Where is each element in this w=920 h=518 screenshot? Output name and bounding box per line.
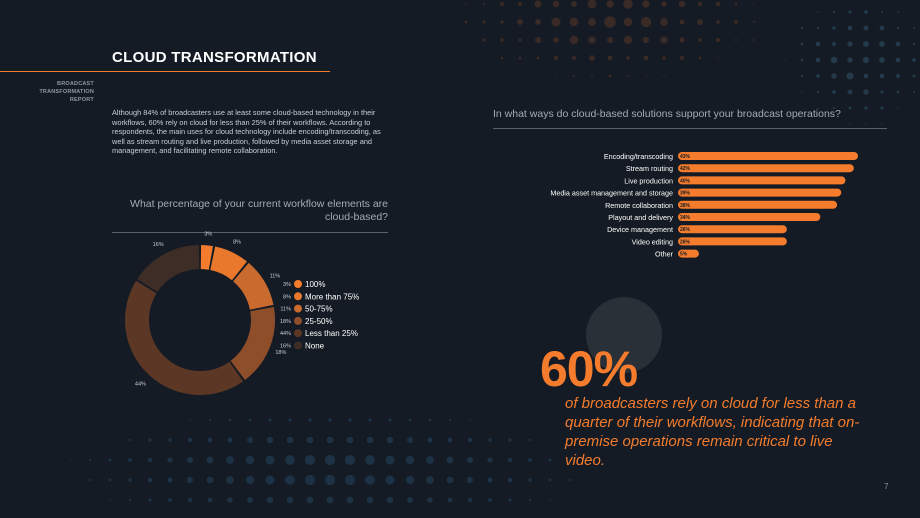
badge-line: REPORT [69, 97, 94, 103]
bar-value-label: 39% [680, 191, 691, 197]
legend-value: 8% [283, 294, 291, 300]
bar-category-label: Encoding/transcoding [604, 152, 673, 161]
divider-right [493, 128, 887, 129]
bar-category-label: Video editing [632, 237, 673, 246]
donut-value-label: 11% [270, 274, 281, 280]
donut-slice [230, 307, 275, 381]
donut-slice [200, 245, 213, 270]
legend-value: 16% [280, 344, 291, 350]
legend-label: Less than 25% [305, 329, 358, 338]
bar [678, 237, 787, 246]
bar-value-label: 42% [680, 166, 691, 172]
donut-slice [137, 245, 200, 293]
legend-swatch [294, 329, 302, 338]
donut-value-label: 18% [275, 350, 286, 356]
donut-slice [232, 262, 274, 311]
page-title: CLOUD TRANSFORMATION [112, 49, 317, 66]
legend-value: 18% [280, 319, 291, 325]
bar-category-label: Playout and delivery [608, 213, 673, 222]
donut-value-label: 44% [135, 381, 146, 387]
legend-swatch [294, 341, 302, 350]
donut-value-label: 16% [153, 242, 164, 248]
bar [678, 249, 699, 258]
title-underline [0, 71, 330, 72]
bar-category-label: Other [655, 250, 674, 259]
bar-category-label: Device management [607, 225, 673, 234]
bar-value-label: 43% [680, 154, 691, 160]
bar-category-label: Stream routing [626, 164, 673, 173]
bar-value-label: 34% [680, 215, 691, 221]
bar-value-label: 26% [680, 239, 691, 245]
bar [678, 164, 854, 173]
bar [678, 188, 842, 197]
bar [678, 200, 838, 209]
bar-category-label: Live production [624, 176, 673, 185]
bar-value-label: 40% [680, 178, 691, 184]
bar-category-label: Remote collaboration [605, 201, 673, 210]
bar-value-label: 5% [680, 252, 688, 258]
page-number: 7 [884, 482, 889, 491]
legend-value: 3% [283, 282, 291, 288]
legend-label: None [305, 342, 325, 351]
donut-slice [125, 280, 244, 395]
legend-label: More than 75% [305, 292, 359, 301]
bar [678, 213, 821, 221]
legend-value: 44% [280, 331, 291, 337]
donut-value-label: 8% [233, 239, 241, 245]
legend-swatch [294, 304, 302, 313]
legend-swatch [294, 292, 302, 301]
bar [678, 176, 846, 185]
bar [678, 152, 858, 160]
legend-swatch [294, 280, 302, 288]
donut-value-label: 3% [204, 231, 212, 237]
bar-value-label: 38% [680, 203, 691, 209]
divider-left [112, 232, 388, 233]
highlight-number: 60% [540, 341, 638, 397]
donut-question: What percentage of your current workflow… [130, 198, 388, 223]
legend-label: 25-50% [305, 317, 333, 326]
intro-paragraph: Although 84% of broadcasters use at leas… [112, 108, 381, 156]
bar-question: In what ways do cloud-based solutions su… [493, 108, 841, 120]
bar [678, 225, 787, 234]
highlight-text: of broadcasters rely on cloud for less t… [565, 395, 860, 469]
badge-line: BROADCAST [57, 81, 94, 87]
donut-slice [209, 246, 247, 281]
legend-swatch [294, 316, 302, 325]
legend-label: 50-75% [305, 305, 333, 314]
legend-value: 11% [280, 307, 291, 313]
report-badge: BROADCAST TRANSFORMATION REPORT [36, 80, 94, 104]
badge-line: TRANSFORMATION [39, 89, 94, 95]
bar-value-label: 26% [680, 227, 691, 233]
legend-label: 100% [305, 280, 325, 289]
bar-category-label: Media asset management and storage [550, 189, 673, 198]
